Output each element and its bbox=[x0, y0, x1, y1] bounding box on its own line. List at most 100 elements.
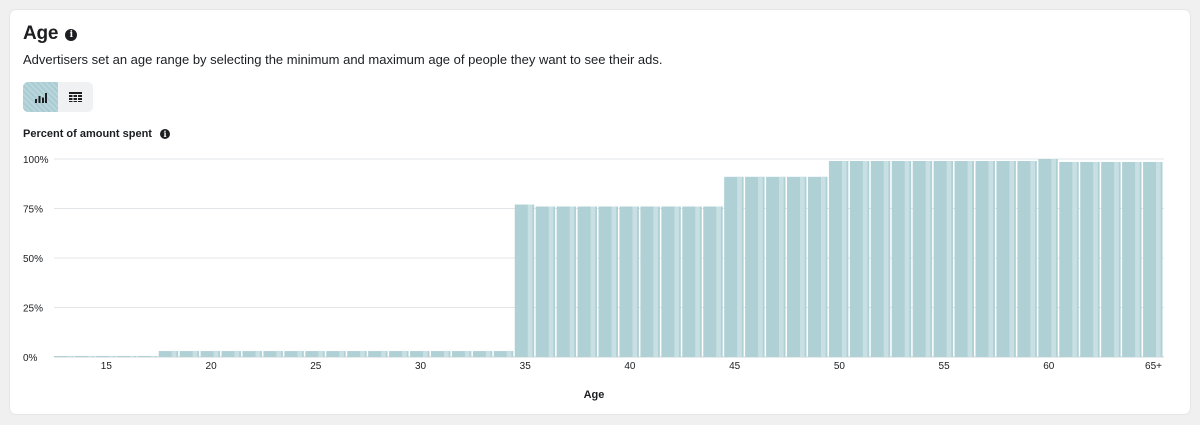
bar-age-15[interactable] bbox=[95, 356, 116, 357]
bar-stripe bbox=[695, 206, 700, 357]
y-tick-label: 0% bbox=[23, 353, 38, 364]
bar-stripe bbox=[1072, 161, 1077, 357]
bar-age-20[interactable] bbox=[200, 351, 221, 357]
bar-stripe bbox=[527, 204, 533, 357]
bar-age-18[interactable] bbox=[158, 351, 179, 357]
y-tick-label: 50% bbox=[23, 254, 43, 265]
bar-age-19[interactable] bbox=[179, 351, 200, 357]
bar-stripe bbox=[925, 160, 931, 357]
x-tick-label: 65+ bbox=[1145, 361, 1162, 372]
bar-stripe bbox=[1093, 161, 1098, 357]
bar-stripe bbox=[150, 356, 156, 357]
x-tick-label: 30 bbox=[415, 361, 427, 372]
x-tick-label: 60 bbox=[1043, 361, 1055, 372]
x-tick-label: 45 bbox=[729, 361, 741, 372]
bar-age-14[interactable] bbox=[74, 356, 95, 357]
bar-stripe bbox=[423, 351, 428, 357]
bar-age-29[interactable] bbox=[389, 351, 409, 357]
section-description: Advertisers set an age range by selectin… bbox=[23, 52, 663, 67]
bar-stripe bbox=[1156, 161, 1161, 357]
bar-stripe bbox=[946, 160, 952, 357]
bar-chart-icon bbox=[35, 92, 47, 103]
x-tick-label: 55 bbox=[939, 361, 951, 372]
bar-stripe bbox=[758, 176, 763, 357]
bar-stripe bbox=[464, 351, 470, 357]
bar-stripe bbox=[108, 356, 114, 357]
x-tick-label: 15 bbox=[101, 361, 113, 372]
title-row: Age i bbox=[23, 23, 78, 45]
bar-stripe bbox=[234, 351, 240, 357]
x-tick-label: 40 bbox=[624, 361, 636, 372]
bar-age-23[interactable] bbox=[263, 351, 283, 357]
bar-stripe bbox=[213, 351, 219, 357]
bar-stripe bbox=[1009, 160, 1015, 357]
bar-stripe bbox=[800, 176, 805, 357]
bar-stripe bbox=[360, 351, 365, 357]
bar-stripe bbox=[820, 176, 826, 357]
bar-stripe bbox=[611, 206, 617, 357]
bar-age-33[interactable] bbox=[472, 351, 493, 357]
y-tick-label: 100% bbox=[23, 155, 49, 166]
bar-stripe bbox=[569, 206, 575, 357]
bar-stripe bbox=[1051, 159, 1056, 357]
bar-age-25[interactable] bbox=[305, 351, 325, 357]
bar-stripe bbox=[862, 160, 868, 357]
bar-age-13[interactable] bbox=[54, 356, 74, 357]
bar-stripe bbox=[276, 351, 282, 357]
bar-stripe bbox=[129, 356, 135, 357]
bar-stripe bbox=[1135, 161, 1140, 357]
bar-age-16[interactable] bbox=[116, 356, 137, 357]
bar-age-28[interactable] bbox=[368, 351, 388, 357]
y-tick-label: 75% bbox=[23, 205, 43, 216]
bars bbox=[54, 159, 1163, 357]
bar-age-27[interactable] bbox=[347, 351, 367, 357]
bar-stripe bbox=[1030, 160, 1035, 357]
bar-stripe bbox=[171, 351, 177, 357]
bar-age-17[interactable] bbox=[137, 356, 158, 357]
bar-age-30[interactable] bbox=[410, 351, 430, 357]
bar-stripe bbox=[66, 356, 72, 357]
bar-stripe bbox=[779, 176, 784, 357]
table-icon bbox=[69, 92, 82, 102]
bar-stripe bbox=[402, 351, 407, 357]
bar-age-34[interactable] bbox=[493, 351, 514, 357]
table-view-button[interactable] bbox=[58, 82, 93, 112]
bar-stripe bbox=[653, 206, 659, 357]
bar-stripe bbox=[297, 351, 302, 357]
bar-stripe bbox=[737, 176, 742, 357]
bar-stripe bbox=[988, 160, 994, 357]
chart-view-button[interactable] bbox=[23, 82, 58, 112]
chart-title-row: Percent of amount spent i bbox=[23, 128, 170, 140]
chart-info-icon[interactable]: i bbox=[159, 129, 170, 139]
bar-age-31[interactable] bbox=[430, 351, 451, 357]
info-icon[interactable]: i bbox=[65, 28, 78, 41]
bar-stripe bbox=[192, 351, 198, 357]
bar-stripe bbox=[318, 351, 323, 357]
bar-stripe bbox=[255, 351, 261, 357]
bar-age-21[interactable] bbox=[221, 351, 241, 357]
bar-stripe bbox=[716, 206, 721, 357]
y-axis: 0% 25% 50% 75% 100% bbox=[23, 155, 49, 364]
bar-stripe bbox=[674, 206, 679, 357]
bar-stripe bbox=[632, 206, 638, 357]
bar-age-24[interactable] bbox=[284, 351, 304, 357]
x-tick-label: 35 bbox=[520, 361, 532, 372]
bar-stripe bbox=[1114, 161, 1119, 357]
chart-title: Percent of amount spent bbox=[23, 128, 152, 140]
bar-stripe bbox=[443, 351, 449, 357]
bar-stripe bbox=[485, 351, 491, 357]
bar-age-26[interactable] bbox=[326, 351, 346, 357]
bar-age-22[interactable] bbox=[242, 351, 262, 357]
bar-stripe bbox=[967, 160, 973, 357]
y-tick-label: 25% bbox=[23, 304, 43, 315]
x-axis: 15 20 25 30 35 40 45 50 55 60 65+ bbox=[101, 361, 1162, 372]
x-tick-label: 20 bbox=[206, 361, 218, 372]
bar-stripe bbox=[883, 160, 889, 357]
bar-stripe bbox=[548, 206, 554, 357]
bar-stripe bbox=[381, 351, 386, 357]
x-axis-title: Age bbox=[584, 389, 605, 401]
bar-stripe bbox=[904, 160, 910, 357]
bar-age-32[interactable] bbox=[451, 351, 472, 357]
bar-stripe bbox=[841, 160, 847, 357]
view-toggle bbox=[23, 82, 93, 112]
